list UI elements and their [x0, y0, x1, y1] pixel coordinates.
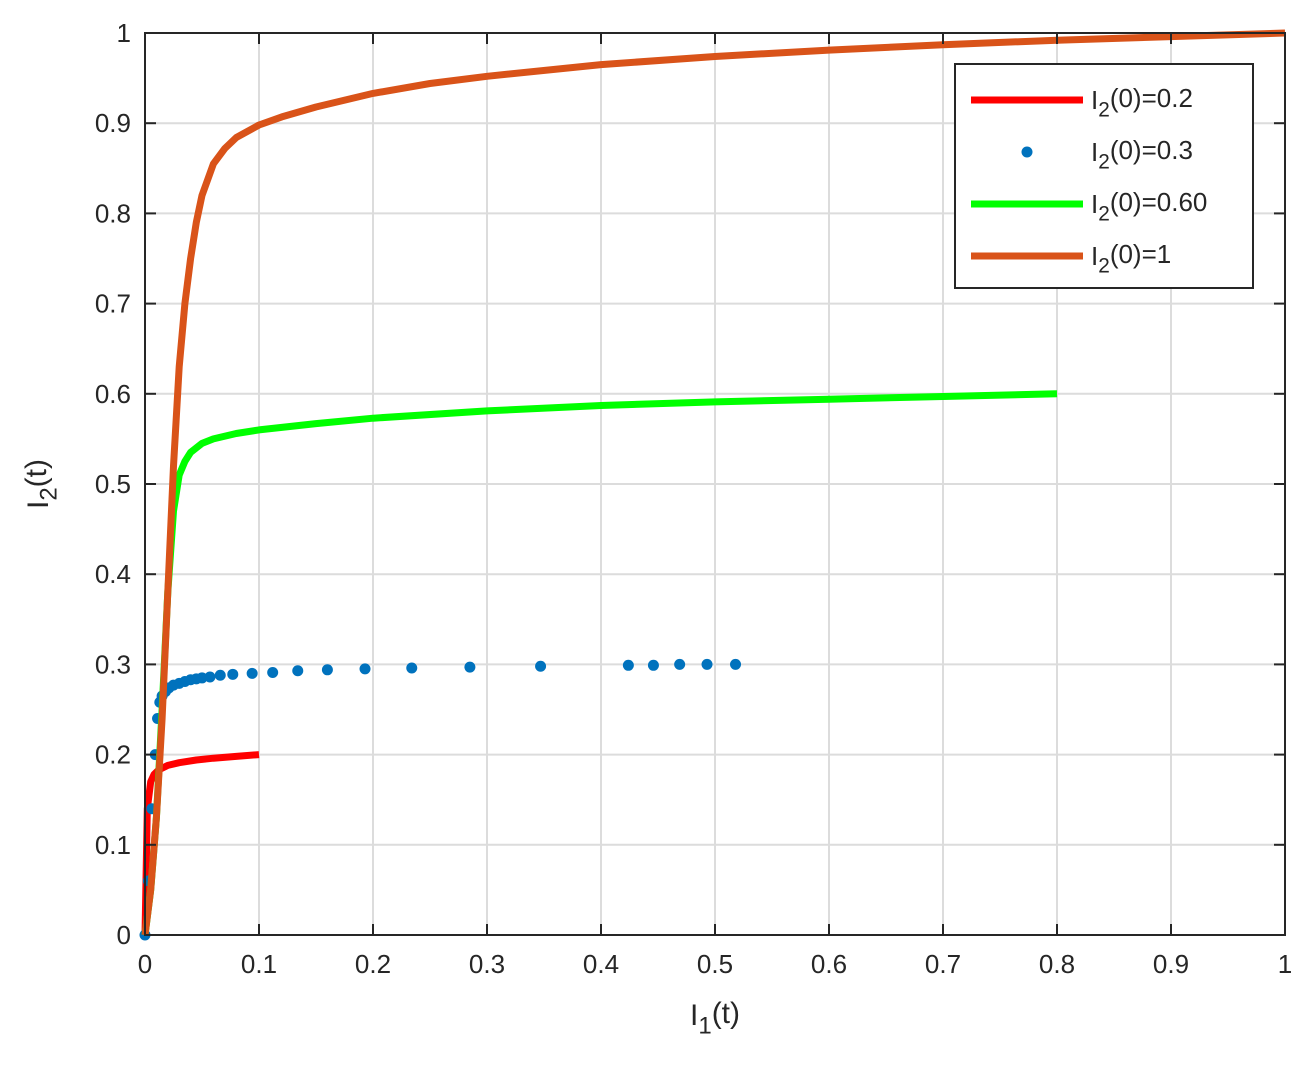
- x-tick-label: 0.5: [697, 949, 733, 979]
- axes: 0 0.1 0.2 0.3 0.4 0.5 0.6 0.7 0.8 0.9 1 0 0.1 0.2 0.3 0…: [20, 18, 1292, 1039]
- legend-marker: [1021, 146, 1033, 158]
- y-tick-label: 0.3: [95, 649, 131, 679]
- legend: I2(0)=0.2 I2(0)=0.3 I2(0)=0.60 I2(0)=1: [954, 63, 1254, 289]
- data-point: [359, 663, 371, 675]
- y-tick-label: 0.4: [95, 559, 131, 589]
- x-tick-label: 0.6: [811, 949, 847, 979]
- data-point: [535, 660, 547, 672]
- legend-entry: I2(0)=0.2: [971, 83, 1193, 121]
- x-tick-label: 0.2: [355, 949, 391, 979]
- x-tick-label: 0.1: [241, 949, 277, 979]
- data-point: [406, 662, 418, 674]
- x-tick-label: 0.9: [1153, 949, 1189, 979]
- x-tick-label: 0.7: [925, 949, 961, 979]
- series-line: [141, 751, 260, 936]
- data-point: [730, 658, 742, 670]
- series-1: [141, 751, 260, 936]
- data-point: [622, 659, 634, 671]
- data-point: [204, 671, 216, 683]
- data-point: [464, 661, 476, 673]
- y-tick-label: 0.7: [95, 289, 131, 319]
- y-tick-label: 0.1: [95, 830, 131, 860]
- data-point: [292, 665, 304, 677]
- series-line: [141, 29, 1286, 936]
- data-point: [674, 658, 686, 670]
- data-point: [267, 667, 279, 679]
- data-point: [227, 668, 239, 680]
- data-point: [196, 672, 208, 684]
- legend-label: I2(0)=1: [1091, 239, 1171, 277]
- x-tick-label: 0: [138, 949, 152, 979]
- legend-entry: I2(0)=0.3: [1021, 135, 1193, 173]
- legend-entry: I2(0)=1: [971, 239, 1171, 277]
- y-tick-label: 0.5: [95, 469, 131, 499]
- y-tick-label: 0: [117, 920, 131, 950]
- data-point: [701, 658, 713, 670]
- x-tick-label: 0.4: [583, 949, 619, 979]
- data-point: [246, 667, 258, 679]
- legend-entry: I2(0)=0.60: [971, 187, 1207, 225]
- y-axis-label: I2(t): [20, 459, 63, 509]
- x-tick-label: 1: [1278, 949, 1292, 979]
- data-point: [647, 659, 659, 671]
- series-4: [141, 29, 1286, 936]
- y-tick-label: 1: [117, 18, 131, 48]
- x-tick-label: 0.3: [469, 949, 505, 979]
- data-point: [321, 664, 333, 676]
- legend-label: I2(0)=0.3: [1091, 135, 1193, 173]
- x-tick-label: 0.8: [1039, 949, 1075, 979]
- y-tick-label: 0.8: [95, 198, 131, 228]
- legend-label: I2(0)=0.2: [1091, 83, 1193, 121]
- data-point: [214, 669, 226, 681]
- y-tick-label: 0.9: [95, 108, 131, 138]
- legend-label: I2(0)=0.60: [1091, 187, 1207, 225]
- y-tick-label: 0.6: [95, 379, 131, 409]
- x-axis-label: I1(t): [690, 997, 740, 1040]
- y-tick-label: 0.2: [95, 740, 131, 770]
- plot-series: [139, 29, 1286, 941]
